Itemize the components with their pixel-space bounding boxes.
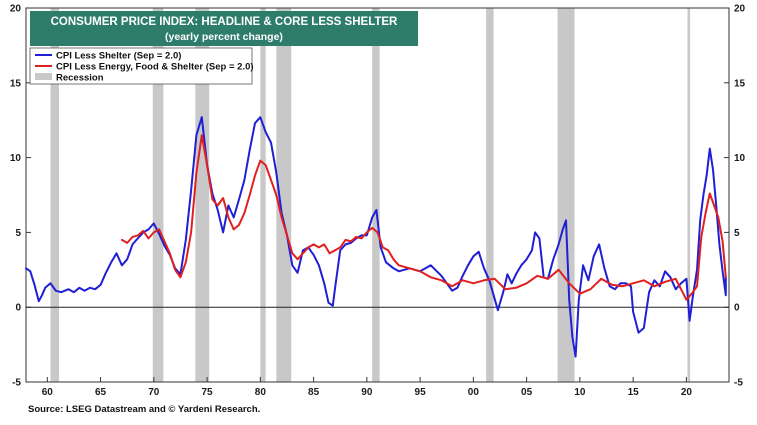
- y-tick-label-left: 15: [10, 78, 22, 89]
- recession-band-8: [557, 8, 575, 382]
- series-lines: [25, 116, 727, 358]
- y-tick-label-left: 10: [10, 153, 22, 164]
- x-axis: 60 65 70 75 80 85 90 95 00 05 10 15 20: [42, 377, 693, 398]
- title-box: [30, 11, 418, 46]
- y-tick-label-left: 0: [15, 303, 21, 314]
- plot-frame: [25, 7, 730, 383]
- y-tick-label-right: 20: [734, 4, 746, 15]
- recession-band-7: [486, 8, 494, 382]
- x-tick-label: 70: [148, 387, 160, 398]
- x-tick-label: 10: [574, 387, 586, 398]
- source-note: Source: LSEG Datastream and © Yardeni Re…: [28, 404, 260, 415]
- y-tick-label-right: 0: [734, 303, 740, 314]
- recession-band-6: [372, 8, 380, 382]
- legend-label-core-less-shelter: CPI Less Energy, Food & Shelter (Sep = 2…: [56, 62, 254, 73]
- x-tick-label: 95: [415, 387, 427, 398]
- x-tick-label: 80: [255, 387, 267, 398]
- y-axis-left: -5 0 5 10 15 20: [10, 4, 31, 389]
- x-tick-label: 20: [681, 387, 693, 398]
- recession-band-5: [276, 8, 292, 382]
- x-tick-label: 75: [202, 387, 214, 398]
- legend-label-recession: Recession: [56, 73, 104, 84]
- x-tick-label: 15: [628, 387, 640, 398]
- x-tick-label: 60: [42, 387, 54, 398]
- legend-label-cpi-less-shelter: CPI Less Shelter (Sep = 2.0): [56, 51, 181, 62]
- y-tick-label-right: 15: [734, 78, 746, 89]
- y-tick-label-left: -5: [12, 378, 21, 389]
- y-tick-label-right: 5: [734, 228, 740, 239]
- legend-swatch-recession: [35, 73, 52, 80]
- legend-box: [29, 47, 253, 85]
- series-line-core-less-shelter: [120, 134, 727, 301]
- recession-band-3: [195, 8, 210, 382]
- legend: CPI Less Shelter (Sep = 2.0) CPI Less En…: [29, 47, 254, 85]
- y-tick-label-left: 20: [10, 4, 22, 15]
- recession-band-9: [687, 8, 691, 382]
- x-tick-label: 65: [95, 387, 107, 398]
- chart-subtitle: (yearly percent change): [165, 31, 283, 43]
- title-banner: CONSUMER PRICE INDEX: HEADLINE & CORE LE…: [30, 11, 418, 46]
- chart-title: CONSUMER PRICE INDEX: HEADLINE & CORE LE…: [51, 16, 398, 28]
- recession-band-2: [152, 8, 164, 382]
- x-tick-label: 00: [468, 387, 480, 398]
- x-tick-label: 85: [308, 387, 320, 398]
- x-tick-label: 90: [361, 387, 373, 398]
- y-tick-label-right: -5: [734, 378, 743, 389]
- y-axis-right: -5 0 5 10 15 20: [724, 4, 746, 389]
- y-tick-label-left: 5: [15, 228, 21, 239]
- recession-band-4: [260, 8, 266, 382]
- x-tick-label: 05: [521, 387, 533, 398]
- recession-bands: [50, 8, 691, 382]
- recession-band-1: [50, 8, 60, 382]
- y-tick-label-right: 10: [734, 153, 746, 164]
